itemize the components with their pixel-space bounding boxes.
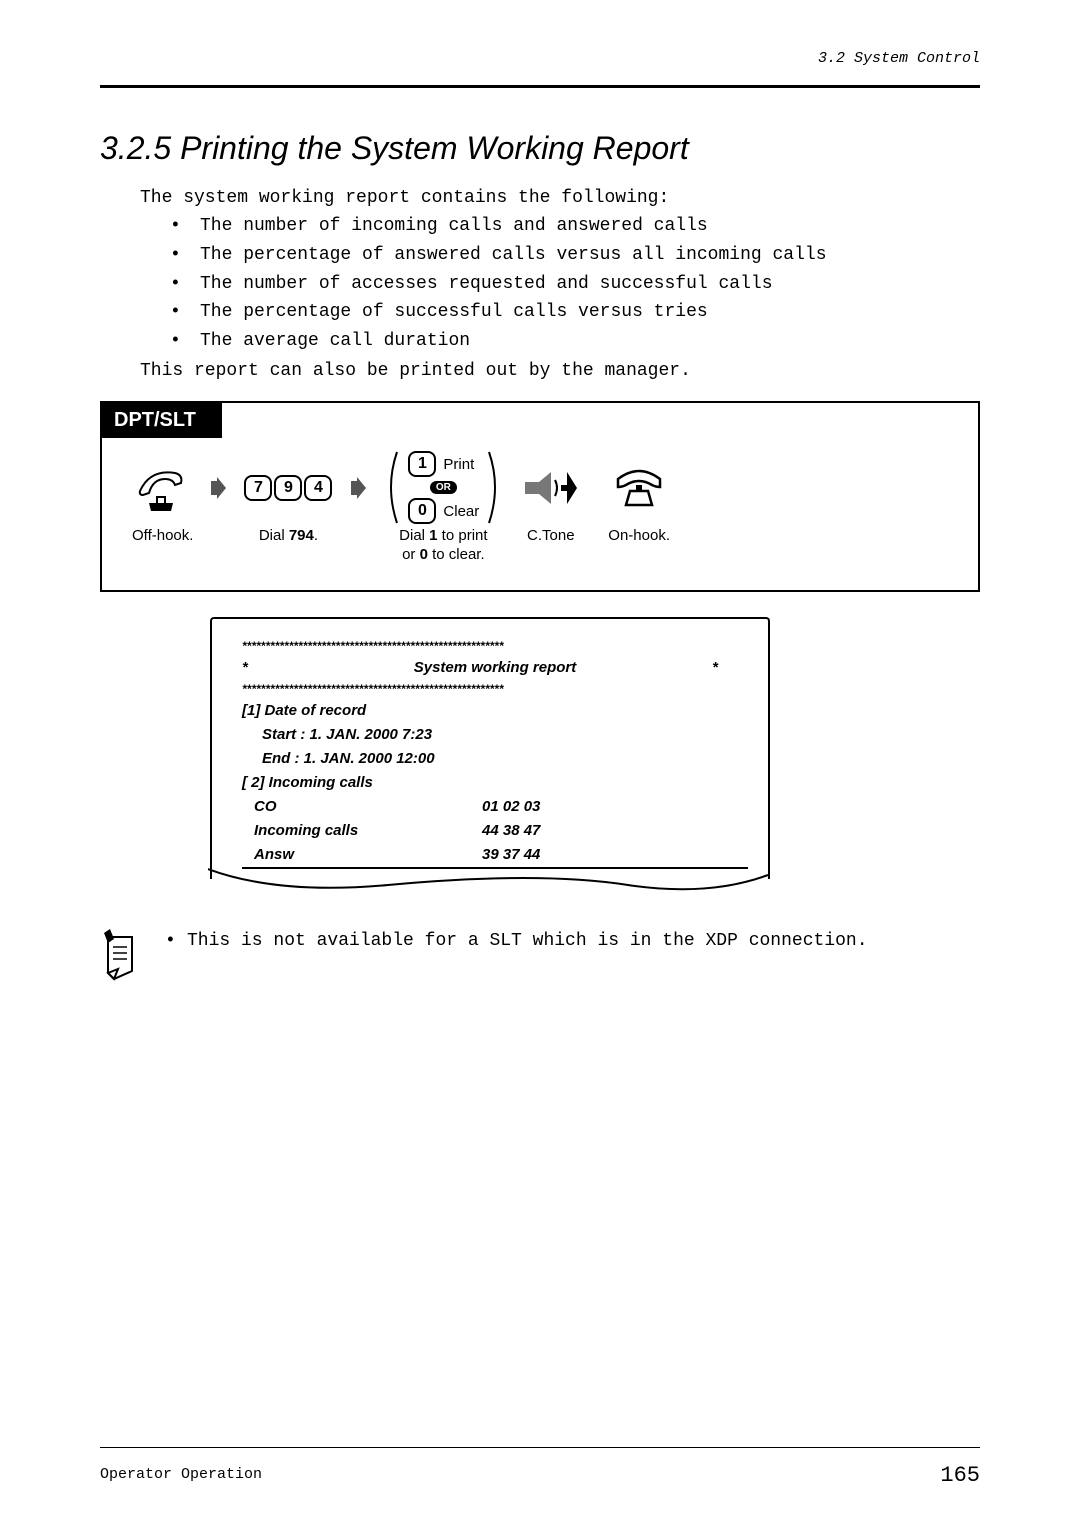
- keycap: 0: [408, 498, 436, 524]
- bottom-rule: [100, 1447, 980, 1448]
- bullet-item: The average call duration: [200, 327, 470, 356]
- dpt-header: DPT/SLT: [102, 403, 222, 438]
- step-ctone: C.Tone: [523, 458, 578, 546]
- confirmation-tone-icon: [523, 468, 578, 508]
- step-label: Off-hook.: [132, 526, 193, 546]
- paren-right-icon: [485, 450, 503, 525]
- intro-text: The system working report contains the f…: [140, 185, 980, 212]
- choice-label: Clear: [443, 503, 479, 520]
- bullet-item: The number of accesses requested and suc…: [200, 270, 773, 299]
- step-choice: 1 Print OR 0 Clear Dial 1 to print or 0 …: [383, 458, 503, 565]
- top-rule: [100, 85, 980, 88]
- paper-curl-icon: [208, 867, 768, 897]
- after-list-text: This report can also be printed out by t…: [140, 361, 980, 381]
- or-badge: OR: [430, 481, 457, 494]
- report-star: *: [712, 656, 718, 680]
- note-row: •This is not available for a SLT which i…: [100, 929, 980, 984]
- footer-left: Operator Operation: [100, 1466, 262, 1483]
- step-label: Dial 794.: [259, 526, 318, 546]
- page-header-ref: 3.2 System Control: [818, 50, 980, 67]
- report-title: System working report: [414, 659, 577, 676]
- bullet-list: •The number of incoming calls and answer…: [170, 212, 980, 356]
- section-title: 3.2.5 Printing the System Working Report: [100, 130, 980, 167]
- arrow-icon: [343, 458, 373, 518]
- step-offhook: Off-hook.: [132, 458, 193, 546]
- report-stars: ****************************************…: [242, 637, 748, 656]
- step-dial-794: 7 9 4 Dial 794.: [243, 458, 333, 546]
- report-line: [1] Date of record: [242, 699, 748, 723]
- keycap: 4: [304, 475, 332, 501]
- footer-right: 165: [940, 1463, 980, 1488]
- step-onhook: On-hook.: [608, 458, 670, 546]
- note-icon: [100, 929, 145, 984]
- paren-left-icon: [383, 450, 401, 525]
- note-bullet: •: [165, 931, 187, 951]
- step-label: C.Tone: [527, 526, 575, 546]
- step-label: Dial 1 to print or 0 to clear.: [399, 526, 487, 565]
- keycap: 1: [408, 451, 436, 477]
- report-printout: ****************************************…: [210, 617, 770, 879]
- choice-label: Print: [443, 456, 474, 473]
- bullet-item: The number of incoming calls and answere…: [200, 212, 708, 241]
- report-line: [ 2] Incoming calls: [242, 771, 748, 795]
- step-label: On-hook.: [608, 526, 670, 546]
- bullet-item: The percentage of successful calls versu…: [200, 298, 708, 327]
- report-line: Incoming calls44 38 47: [242, 819, 748, 843]
- report-line: Start : 1. JAN. 2000 7:23: [242, 723, 748, 747]
- report-line: CO01 02 03: [242, 795, 748, 819]
- report-stars: ****************************************…: [242, 680, 748, 699]
- report-line: End : 1. JAN. 2000 12:00: [242, 747, 748, 771]
- dpt-slt-box: DPT/SLT Off-hook. 7 9: [100, 401, 980, 592]
- keycap: 7: [244, 475, 272, 501]
- report-star: *: [242, 656, 248, 680]
- bullet-item: The percentage of answered calls versus …: [200, 241, 827, 270]
- keycap: 9: [274, 475, 302, 501]
- handset-onhook-icon: [612, 465, 667, 510]
- handset-offhook-icon: [135, 463, 190, 513]
- note-text: This is not available for a SLT which is…: [187, 931, 868, 951]
- arrow-icon: [203, 458, 233, 518]
- report-line: Answ39 37 44: [242, 843, 748, 869]
